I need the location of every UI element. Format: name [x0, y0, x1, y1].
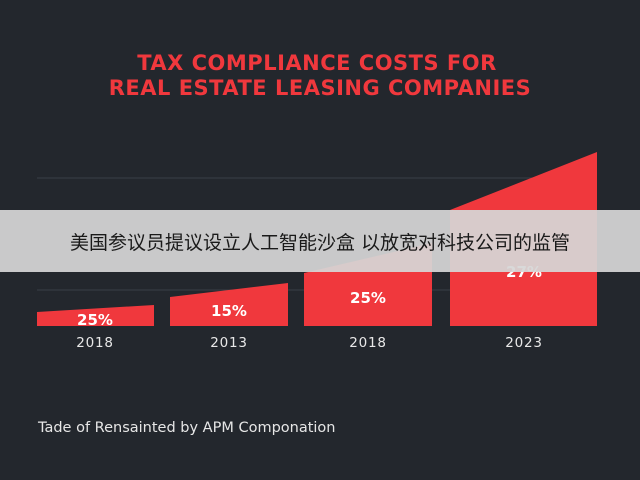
- x-tick-label: 2018: [76, 335, 114, 351]
- data-label: 15%: [211, 302, 247, 320]
- x-tick-labels: 2018 2013 2018 2023: [76, 335, 543, 351]
- data-label: 25%: [77, 311, 113, 329]
- bar: [170, 283, 288, 326]
- chart-title: TAX COMPLIANCE COSTS FOR: [137, 51, 497, 75]
- x-tick-label: 2023: [505, 335, 543, 351]
- x-tick-label: 2013: [210, 335, 248, 351]
- headline-overlay: 美国参议员提议设立人工智能沙盒 以放宽对科技公司的监管: [0, 210, 640, 272]
- chart-subtitle: REAL ESTATE LEASING COMPANIES: [109, 76, 532, 100]
- headline-text: 美国参议员提议设立人工智能沙盒 以放宽对科技公司的监管: [69, 231, 571, 254]
- bar: [37, 305, 154, 326]
- data-label: 25%: [350, 289, 386, 307]
- footer-note: Tade of Rensainted by APM Componation: [37, 420, 336, 436]
- x-tick-label: 2018: [349, 335, 387, 351]
